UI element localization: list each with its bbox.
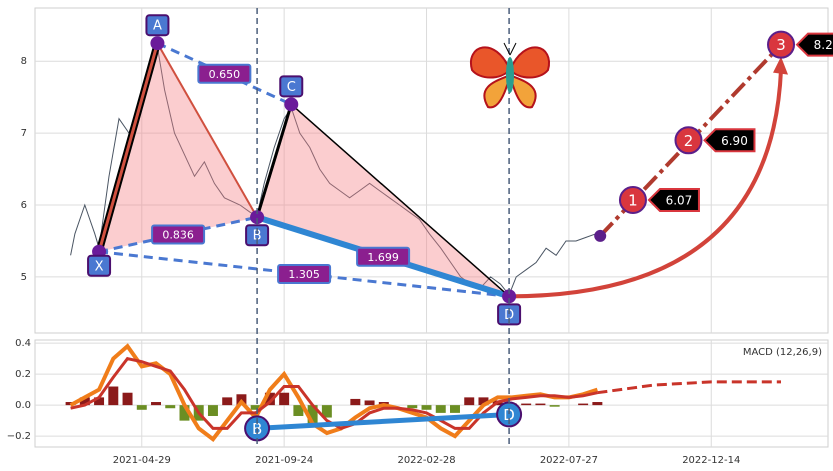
histogram-bar bbox=[264, 392, 275, 406]
histogram-bar bbox=[108, 386, 119, 406]
y-tick-label: 6 bbox=[21, 200, 27, 211]
pattern-point bbox=[150, 36, 165, 51]
histogram-bar bbox=[407, 405, 418, 409]
y-tick-label: 0.0 bbox=[15, 400, 31, 411]
y-tick-label: 0.4 bbox=[15, 338, 31, 349]
point-label: A bbox=[153, 19, 162, 34]
target-tag bbox=[647, 187, 700, 212]
ratio-label: 1.305 bbox=[288, 268, 320, 281]
ratio-label: 1.699 bbox=[367, 251, 399, 264]
pattern-point bbox=[250, 210, 265, 225]
target-value: 6.07 bbox=[666, 193, 693, 207]
histogram-bar bbox=[350, 398, 361, 406]
histogram-bar bbox=[79, 397, 90, 406]
histogram-bar bbox=[321, 405, 332, 418]
histogram-bar bbox=[549, 405, 560, 407]
price-frame bbox=[34, 7, 829, 334]
point-box bbox=[87, 254, 112, 277]
histogram-bar bbox=[165, 405, 176, 409]
histogram-bar bbox=[151, 402, 161, 406]
point-label: C bbox=[287, 80, 296, 95]
histogram-bar bbox=[136, 405, 147, 410]
histogram-bar bbox=[222, 397, 233, 406]
histogram-bar bbox=[478, 397, 489, 406]
pattern-triangle bbox=[257, 104, 510, 297]
y-tick-label: 0.2 bbox=[15, 369, 31, 380]
target bbox=[618, 185, 647, 214]
y-tick-label: 5 bbox=[21, 272, 27, 283]
butterfly-icon bbox=[469, 42, 551, 109]
target bbox=[767, 30, 796, 59]
x-tick-label: 2021-04-29 bbox=[113, 455, 171, 466]
histogram-bar bbox=[535, 403, 546, 406]
x-tick-label: 2022-02-28 bbox=[397, 455, 455, 466]
pattern-leg bbox=[156, 42, 258, 218]
histogram-bar bbox=[279, 392, 290, 406]
point-box bbox=[245, 224, 270, 247]
macd-point-label: D bbox=[503, 406, 515, 424]
macd-line bbox=[69, 343, 599, 442]
histogram-bar bbox=[435, 405, 446, 413]
ratio-box bbox=[197, 63, 252, 84]
histogram-bar bbox=[122, 392, 133, 406]
point-box bbox=[279, 75, 304, 98]
point-box bbox=[497, 303, 522, 326]
target-value: 6.90 bbox=[721, 134, 748, 148]
ratio-box bbox=[356, 246, 411, 267]
pattern-leg bbox=[98, 250, 510, 298]
pattern-leg bbox=[97, 42, 159, 253]
histogram-bar bbox=[179, 405, 190, 421]
macd-bd-line bbox=[256, 411, 510, 431]
target-number: 2 bbox=[684, 132, 694, 150]
target-number: 1 bbox=[628, 191, 638, 209]
ratio-label: 0.836 bbox=[162, 228, 194, 241]
point-label: D bbox=[504, 308, 514, 323]
pattern-point bbox=[284, 97, 299, 112]
ratio-box bbox=[151, 224, 206, 245]
target-tag bbox=[795, 32, 833, 57]
histogram-bar bbox=[592, 402, 603, 406]
histogram-bar bbox=[293, 405, 304, 416]
forecast-line bbox=[597, 380, 781, 395]
histogram-bar bbox=[207, 405, 218, 416]
pattern-leg bbox=[156, 41, 292, 106]
histogram-bar bbox=[250, 405, 261, 410]
pattern-leg bbox=[255, 103, 293, 218]
ratio-label: 0.650 bbox=[209, 68, 241, 81]
x-tick-label: 2022-07-27 bbox=[540, 455, 598, 466]
target-value: 8.23 bbox=[814, 38, 833, 52]
point-box bbox=[145, 14, 170, 37]
projection-curve bbox=[509, 69, 784, 299]
target-tag bbox=[703, 128, 756, 153]
y-tick-label: 8 bbox=[21, 56, 27, 67]
macd-frame bbox=[34, 339, 829, 448]
projection-arrowhead bbox=[773, 56, 789, 75]
ratio-box bbox=[277, 264, 332, 285]
histogram-bar bbox=[578, 403, 589, 406]
x-tick-label: 2021-09-24 bbox=[255, 455, 313, 466]
point-label: X bbox=[95, 259, 104, 274]
y-tick-label: 7 bbox=[21, 128, 27, 139]
projection-start bbox=[594, 229, 607, 242]
histogram-bar bbox=[521, 403, 532, 406]
histogram-bar bbox=[307, 405, 318, 424]
x-tick-label: 2022-12-14 bbox=[682, 455, 740, 466]
histogram-bar bbox=[94, 397, 105, 406]
histogram-bar bbox=[421, 405, 432, 410]
target bbox=[674, 126, 703, 155]
point-label: B bbox=[253, 229, 262, 244]
macd-title: MACD (12,26,9) bbox=[743, 347, 822, 358]
target-number: 3 bbox=[776, 36, 786, 54]
y-tick-label: −0.2 bbox=[7, 431, 31, 442]
histogram-bar bbox=[450, 405, 460, 413]
histogram-bar bbox=[364, 400, 375, 406]
histogram-bar bbox=[464, 397, 475, 406]
pattern-leg bbox=[290, 103, 510, 297]
pattern-point bbox=[502, 289, 517, 304]
pattern-triangle bbox=[99, 43, 258, 252]
